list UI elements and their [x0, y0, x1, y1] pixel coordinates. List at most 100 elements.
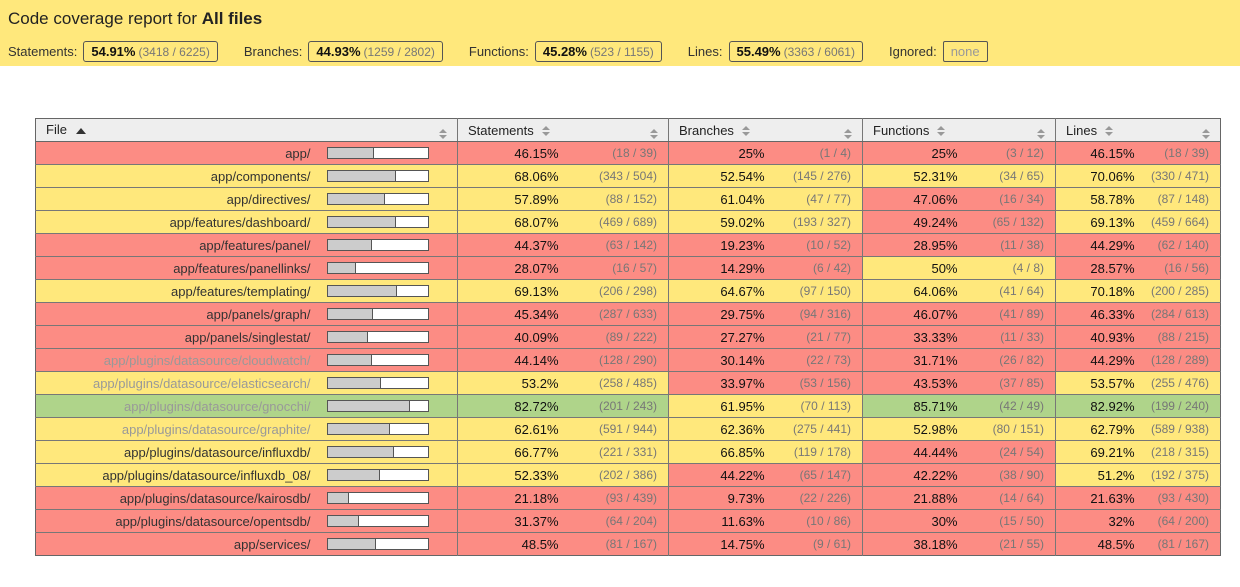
coverage-bar: [326, 354, 429, 366]
coverage-bar: [326, 170, 429, 182]
statements-pct-cell: 21.18%: [457, 486, 568, 510]
branches-pct-cell: 27.27%: [668, 325, 774, 349]
statements-frac-cell: (201 / 243): [567, 394, 669, 418]
coverage-bar-empty: [372, 355, 428, 365]
file-link[interactable]: app/plugins/datasource/opentsdb/: [115, 513, 311, 529]
lines-frac-cell: (199 / 240): [1143, 394, 1221, 418]
lines-frac-cell: (18 / 39): [1143, 141, 1221, 165]
coverage-bar-fill: [327, 493, 349, 503]
statements-pct-cell: 57.89%: [457, 187, 568, 211]
coverage-bar-fill: [327, 309, 373, 319]
coverage-bar-empty: [376, 539, 428, 549]
file-link[interactable]: app/directives/: [226, 191, 311, 207]
file-link[interactable]: app/plugins/datasource/cloudwatch/: [103, 352, 311, 368]
table-row: app/plugins/datasource/cloudwatch/ 44.14…: [35, 348, 1221, 372]
column-header-lines-raw[interactable]: [1143, 118, 1221, 142]
functions-frac-cell: (26 / 82): [966, 348, 1056, 372]
table-row: app/plugins/datasource/gnocchi/ 82.72% (…: [35, 394, 1221, 418]
functions-pct-cell: 52.98%: [862, 417, 967, 441]
lines-pct-cell: 62.79%: [1055, 417, 1144, 441]
functions-summary-box: 45.28% (523 / 1155): [534, 41, 662, 62]
functions-summary-label: Functions:: [468, 44, 529, 59]
file-link[interactable]: app/plugins/datasource/kairosdb/: [119, 490, 311, 506]
coverage-bar-empty: [410, 401, 427, 411]
branches-pct-cell: 66.85%: [668, 440, 774, 464]
table-row: app/plugins/datasource/graphite/ 62.61% …: [35, 417, 1221, 441]
coverage-bar-fill: [327, 217, 396, 227]
file-link[interactable]: app/: [285, 145, 311, 161]
table-row: app/features/panel/ 44.37% (63 / 142) 19…: [35, 233, 1221, 257]
column-header-file[interactable]: File: [35, 118, 458, 142]
coverage-bar-empty: [390, 424, 427, 434]
branches-pct-cell: 9.73%: [668, 486, 774, 510]
functions-summary-fraction: (523 / 1155): [589, 45, 654, 59]
coverage-bar: [326, 377, 429, 389]
functions-summary: Functions: 45.28% (523 / 1155): [469, 41, 662, 62]
file-cell: app/components/: [35, 164, 323, 188]
statements-frac-cell: (206 / 298): [567, 279, 669, 303]
functions-pct-cell: 52.31%: [862, 164, 967, 188]
lines-pct-cell: 28.57%: [1055, 256, 1144, 280]
file-link[interactable]: app/features/panellinks/: [173, 260, 311, 276]
statements-frac-cell: (89 / 222): [567, 325, 669, 349]
file-link[interactable]: app/features/dashboard/: [169, 214, 311, 230]
file-link[interactable]: app/plugins/datasource/influxdb_08/: [102, 467, 311, 483]
statements-frac-cell: (93 / 439): [567, 486, 669, 510]
branches-pct-cell: 62.36%: [668, 417, 774, 441]
table-row: app/features/templating/ 69.13% (206 / 2…: [35, 279, 1221, 303]
file-link[interactable]: app/plugins/datasource/influxdb/: [124, 444, 311, 460]
column-header-statements-raw[interactable]: [567, 118, 669, 142]
column-header-branches[interactable]: Branches: [668, 118, 774, 142]
coverage-bar-empty: [373, 309, 428, 319]
file-link[interactable]: app/plugins/datasource/elasticsearch/: [92, 375, 311, 391]
lines-frac-cell: (459 / 664): [1143, 210, 1221, 234]
statements-pct-cell: 40.09%: [457, 325, 568, 349]
column-header-statements[interactable]: Statements: [457, 118, 568, 142]
sort-toggle-icon: [1105, 126, 1114, 137]
lines-pct-cell: 82.92%: [1055, 394, 1144, 418]
functions-pct-cell: 25%: [862, 141, 967, 165]
lines-pct-cell: 21.63%: [1055, 486, 1144, 510]
functions-pct-cell: 33.33%: [862, 325, 967, 349]
summary-metrics: Statements: 54.91% (3418 / 6225) Branches…: [8, 41, 1230, 62]
file-link[interactable]: app/plugins/datasource/graphite/: [121, 421, 311, 437]
column-header-lines[interactable]: Lines: [1055, 118, 1144, 142]
table-row: app/plugins/datasource/elasticsearch/ 53…: [35, 371, 1221, 395]
statements-pct-cell: 44.37%: [457, 233, 568, 257]
file-link[interactable]: app/services/: [233, 536, 311, 552]
bar-cell: [322, 164, 458, 188]
statements-pct-cell: 48.5%: [457, 532, 568, 556]
coverage-bar-empty: [396, 171, 428, 181]
branches-pct-cell: 19.23%: [668, 233, 774, 257]
lines-frac-cell: (16 / 56): [1143, 256, 1221, 280]
branches-frac-cell: (53 / 156): [773, 371, 863, 395]
statements-pct-cell: 46.15%: [457, 141, 568, 165]
statements-frac-cell: (258 / 485): [567, 371, 669, 395]
coverage-bar: [326, 147, 429, 159]
lines-pct-cell: 69.13%: [1055, 210, 1144, 234]
bar-cell: [322, 210, 458, 234]
coverage-bar-empty: [380, 470, 428, 480]
file-link[interactable]: app/components/: [210, 168, 311, 184]
branches-pct-cell: 59.02%: [668, 210, 774, 234]
statements-frac-cell: (343 / 504): [567, 164, 669, 188]
functions-pct-cell: 85.71%: [862, 394, 967, 418]
file-link[interactable]: app/panels/singlestat/: [184, 329, 311, 345]
file-link[interactable]: app/features/templating/: [171, 283, 311, 299]
statements-summary-box: 54.91% (3418 / 6225): [83, 41, 218, 62]
file-link[interactable]: app/panels/graph/: [206, 306, 311, 322]
file-cell: app/plugins/datasource/elasticsearch/: [35, 371, 323, 395]
file-link[interactable]: app/features/panel/: [199, 237, 311, 253]
coverage-bar-empty: [397, 286, 428, 296]
statements-frac-cell: (64 / 204): [567, 509, 669, 533]
column-header-branches-raw[interactable]: [773, 118, 863, 142]
column-header-functions[interactable]: Functions: [862, 118, 967, 142]
table-row: app/services/ 48.5% (81 / 167) 14.75% (9…: [35, 532, 1221, 556]
file-link[interactable]: app/plugins/datasource/gnocchi/: [124, 398, 311, 414]
sort-toggle-icon: [650, 128, 658, 139]
statements-frac-cell: (63 / 142): [567, 233, 669, 257]
file-cell: app/features/panel/: [35, 233, 323, 257]
statements-pct-cell: 69.13%: [457, 279, 568, 303]
lines-pct-cell: 46.15%: [1055, 141, 1144, 165]
column-header-functions-raw[interactable]: [966, 118, 1056, 142]
